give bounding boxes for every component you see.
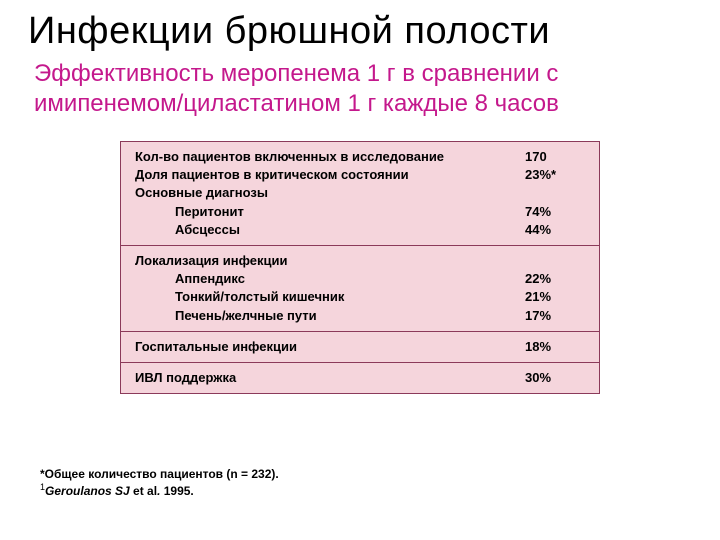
table-row: Доля пациентов в критическом состоянии23…	[135, 166, 585, 184]
row-label: Перитонит	[135, 203, 525, 221]
row-value: 170	[525, 148, 585, 166]
row-value: 74%	[525, 203, 585, 221]
row-label: Аппендикс	[135, 270, 525, 288]
table-row: ИВЛ поддержка30%	[135, 369, 585, 387]
table-row: Перитонит74%	[135, 203, 585, 221]
footnote-line: 1Geroulanos SJ et al. 1995.	[40, 482, 279, 500]
footnote-line: *Общее количество пациентов (n = 232).	[40, 467, 279, 483]
table-row: Тонкий/толстый кишечник21%	[135, 288, 585, 306]
data-table: Кол-во пациентов включенных в исследован…	[120, 141, 600, 394]
row-label: Печень/желчные пути	[135, 307, 525, 325]
table-row: Кол-во пациентов включенных в исследован…	[135, 148, 585, 166]
row-label: Абсцессы	[135, 221, 525, 239]
row-value	[525, 252, 585, 270]
row-value: 18%	[525, 338, 585, 356]
table-row: Госпитальные инфекции18%	[135, 338, 585, 356]
row-label: Кол-во пациентов включенных в исследован…	[135, 148, 525, 166]
slide: Инфекции брюшной полости Эффективность м…	[0, 0, 720, 540]
table-section: Госпитальные инфекции18%	[121, 331, 599, 362]
table-section: Локализация инфекцииАппендикс22%Тонкий/т…	[121, 245, 599, 331]
table-row: Аппендикс22%	[135, 270, 585, 288]
table-row: Печень/желчные пути17%	[135, 307, 585, 325]
slide-subtitle: Эффективность меропенема 1 г в сравнении…	[28, 59, 692, 119]
slide-title: Инфекции брюшной полости	[28, 10, 692, 53]
row-value: 22%	[525, 270, 585, 288]
table-section: ИВЛ поддержка30%	[121, 362, 599, 393]
row-label: ИВЛ поддержка	[135, 369, 525, 387]
row-value: 30%	[525, 369, 585, 387]
row-value: 21%	[525, 288, 585, 306]
row-value: 44%	[525, 221, 585, 239]
row-value: 17%	[525, 307, 585, 325]
table-row: Основные диагнозы	[135, 184, 585, 202]
row-label: Локализация инфекции	[135, 252, 525, 270]
row-value	[525, 184, 585, 202]
row-label: Тонкий/толстый кишечник	[135, 288, 525, 306]
row-label: Доля пациентов в критическом состоянии	[135, 166, 525, 184]
footnotes: *Общее количество пациентов (n = 232).1G…	[40, 467, 279, 500]
row-label: Основные диагнозы	[135, 184, 525, 202]
table-row: Абсцессы44%	[135, 221, 585, 239]
row-value: 23%*	[525, 166, 585, 184]
table-row: Локализация инфекции	[135, 252, 585, 270]
row-label: Госпитальные инфекции	[135, 338, 525, 356]
table-section: Кол-во пациентов включенных в исследован…	[121, 142, 599, 245]
